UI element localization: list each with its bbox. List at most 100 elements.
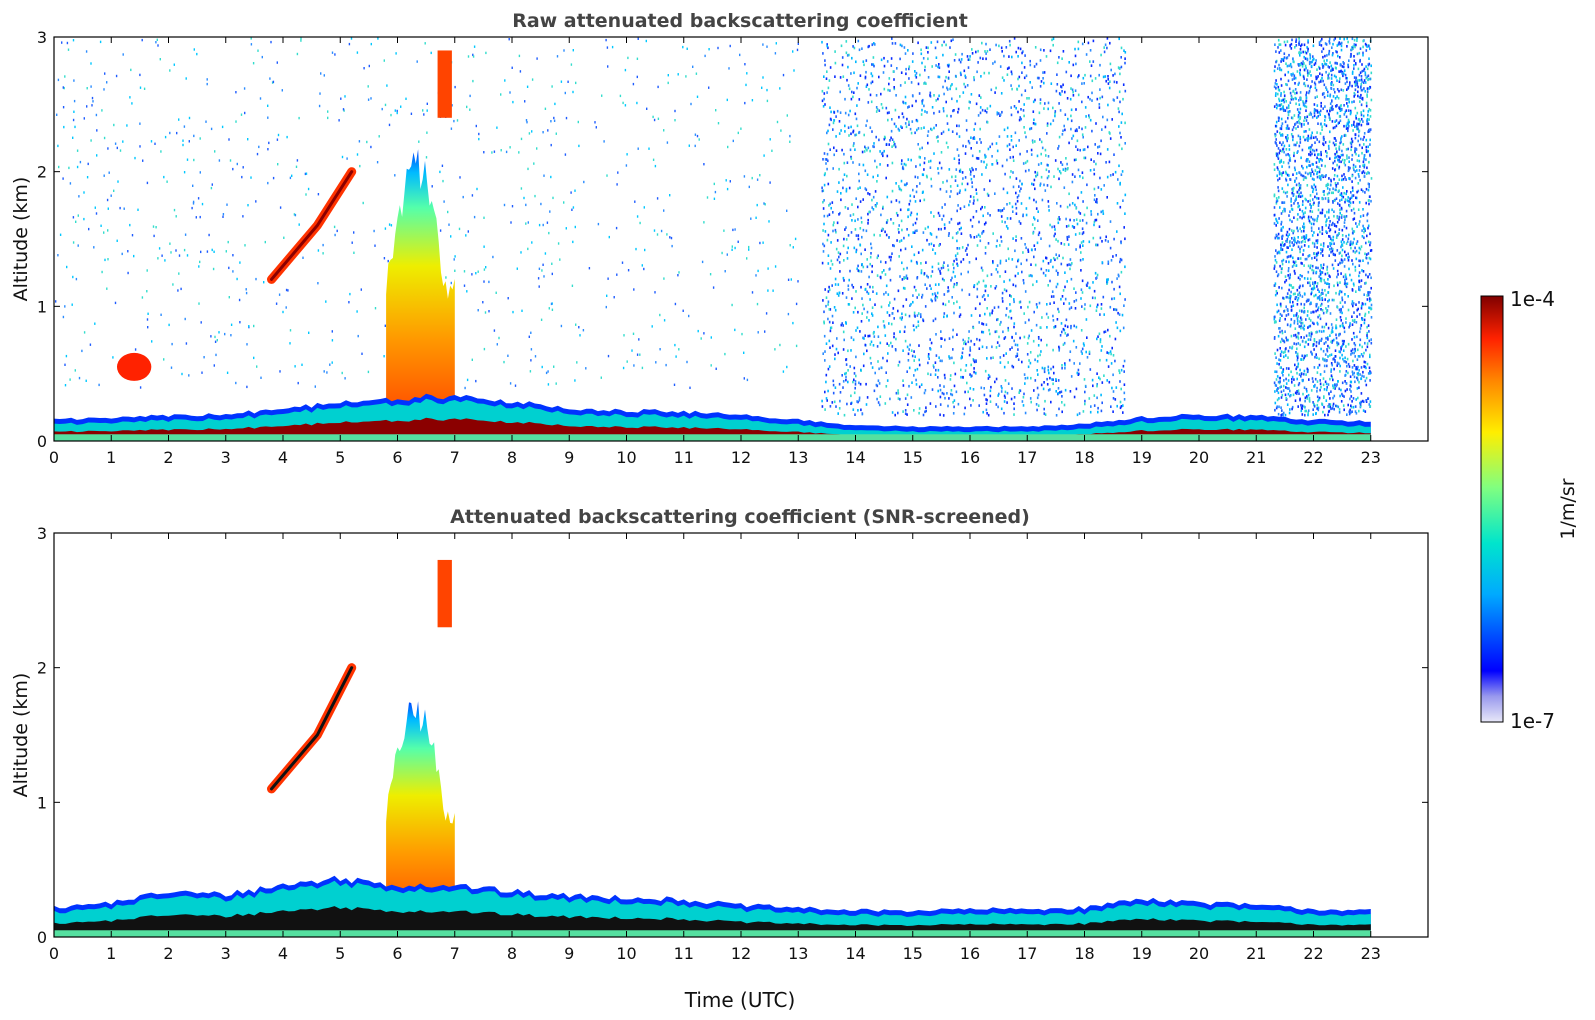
noise-pixel [1317, 233, 1319, 237]
noise-pixel [853, 46, 856, 50]
noise-pixel [959, 313, 962, 316]
noise-pixel [1336, 44, 1339, 47]
noise-pixel [1292, 125, 1295, 129]
noise-pixel [1294, 92, 1296, 95]
noise-pixel [1319, 379, 1321, 382]
noise-pixel [1359, 330, 1361, 334]
noise-pixel [1060, 85, 1062, 88]
noise-pixel [1328, 37, 1331, 41]
noise-pixel [1028, 318, 1030, 322]
noise-pixel [1307, 200, 1309, 203]
noise-pixel [987, 147, 990, 151]
noise-pixel [978, 150, 981, 153]
noise-pixel [1366, 294, 1368, 297]
noise-pixel [1286, 106, 1288, 110]
noise-pixel [1307, 238, 1310, 242]
noise-pixel [1293, 263, 1295, 267]
noise-pixel [1337, 96, 1340, 100]
noise-pixel [1354, 251, 1356, 254]
noise-pixel [844, 111, 847, 115]
noise-pixel [1297, 296, 1300, 300]
noise-pixel [1352, 163, 1355, 167]
noise-pixel [1007, 247, 1009, 251]
noise-pixel [1101, 401, 1103, 405]
noise-pixel [969, 346, 971, 349]
noise-pixel [1023, 312, 1025, 315]
noise-pixel [860, 252, 862, 256]
noise-pixel [838, 382, 841, 386]
noise-pixel [1111, 280, 1113, 284]
noise-pixel [951, 83, 953, 86]
noise-pixel [1311, 321, 1314, 325]
noise-pixel [1114, 359, 1116, 363]
noise-pixel [1290, 204, 1293, 207]
noise-pixel [912, 188, 914, 192]
noise-pixel [1357, 378, 1359, 382]
noise-pixel [1061, 401, 1063, 404]
noise-pixel [857, 234, 860, 237]
noise-pixel [1052, 37, 1055, 41]
noise-pixel [1291, 405, 1294, 409]
noise-pixel [1059, 334, 1062, 337]
noise-pixel [1280, 406, 1282, 409]
noise-pixel [1345, 226, 1348, 230]
noise-pixel [1295, 97, 1297, 101]
noise-pixel [1112, 397, 1115, 400]
noise-pixel [1285, 314, 1288, 317]
noise-pixel [1366, 334, 1368, 337]
noise-pixel [1332, 238, 1334, 242]
noise-pixel [1349, 324, 1351, 327]
noise-pixel [1366, 234, 1368, 238]
noise-pixel [1099, 176, 1101, 180]
noise-pixel [1340, 272, 1342, 275]
noise-pixel [1283, 52, 1286, 55]
noise-pixel [1024, 321, 1027, 324]
noise-pixel [838, 255, 840, 259]
noise-pixel [1287, 246, 1289, 249]
noise-pixel [1020, 187, 1022, 190]
noise-pixel [900, 162, 903, 166]
noise-pixel [1349, 397, 1351, 401]
noise-pixel [1083, 307, 1086, 311]
noise-pixel [1002, 330, 1004, 334]
noise-pixel [1080, 350, 1083, 353]
noise-pixel [860, 216, 863, 220]
noise-pixel [1290, 197, 1292, 201]
noise-pixel [1019, 152, 1021, 156]
noise-pixel [969, 397, 971, 401]
noise-pixel [1284, 243, 1286, 246]
noise-pixel [1000, 209, 1002, 213]
noise-pixel [1293, 314, 1295, 317]
noise-pixel [827, 159, 829, 163]
noise-pixel [822, 105, 825, 108]
noise-pixel [1351, 410, 1353, 413]
noise-pixel [870, 81, 872, 85]
noise-pixel [1306, 46, 1308, 49]
noise-pixel [1363, 154, 1366, 157]
noise-pixel [1341, 149, 1343, 153]
noise-pixel [1308, 164, 1310, 167]
noise-pixel [946, 122, 949, 125]
noise-pixel [1366, 166, 1368, 170]
noise-pixel [924, 410, 926, 414]
noise-pixel [1308, 219, 1311, 223]
noise-pixel [860, 285, 862, 289]
noise-pixel [866, 396, 869, 399]
noise-pixel [838, 132, 841, 135]
noise-pixel [1107, 351, 1110, 355]
noise-pixel [1041, 366, 1044, 370]
noise-pixel [1305, 236, 1308, 239]
noise-pixel [1065, 157, 1067, 160]
noise-pixel [885, 176, 887, 180]
noise-pixel [1319, 317, 1322, 321]
noise-pixel [1334, 188, 1337, 192]
noise-pixel [984, 109, 986, 113]
noise-pixel [966, 381, 968, 385]
noise-pixel [1307, 270, 1310, 274]
noise-pixel [1333, 177, 1335, 181]
noise-pixel [1335, 185, 1338, 188]
noise-pixel [877, 254, 879, 258]
noise-pixel [824, 230, 827, 233]
noise-pixel [1065, 225, 1068, 228]
noise-pixel [1313, 63, 1316, 66]
